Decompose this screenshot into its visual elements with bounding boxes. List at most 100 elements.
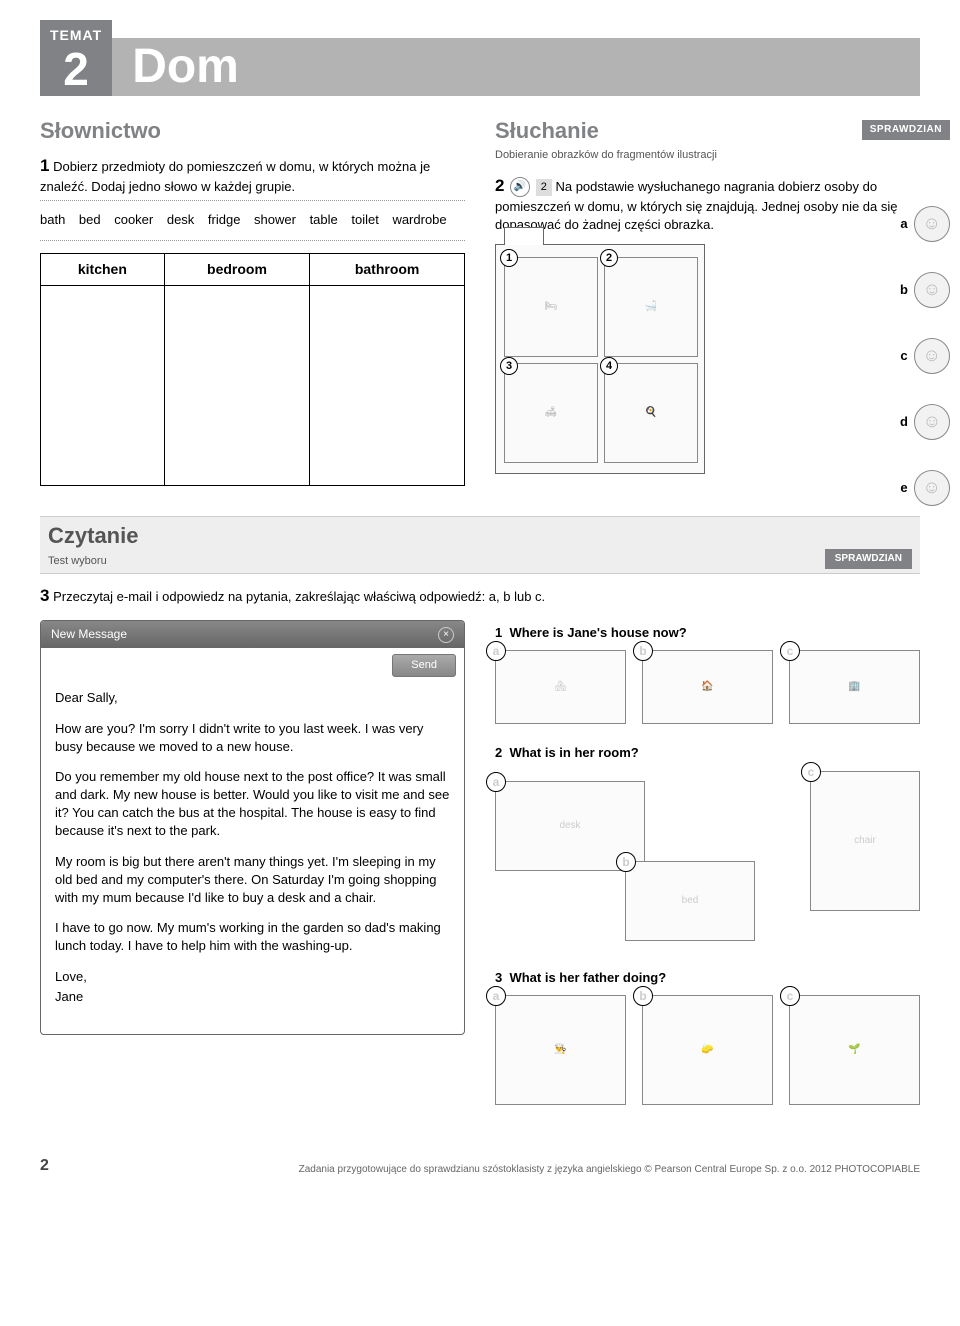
close-icon[interactable]: ×: [438, 627, 454, 643]
person-icon: ☺: [914, 272, 950, 308]
exam-badge: SPRAWDZIAN: [862, 120, 950, 140]
topic-number: 2: [50, 46, 102, 92]
col-header: bedroom: [164, 253, 309, 286]
opt-label: a: [486, 986, 506, 1006]
vocabulary-section: Słownictwo 1 Dobierz przedmioty do pomie…: [40, 116, 465, 487]
reading-title: Czytanie: [48, 521, 138, 552]
person-option[interactable]: a☺: [900, 206, 949, 242]
send-button[interactable]: Send: [392, 654, 456, 677]
person-option[interactable]: e☺: [900, 470, 949, 506]
table-cell[interactable]: [310, 286, 465, 486]
opt-label: e: [900, 479, 907, 497]
vocab-title: Słownictwo: [40, 116, 465, 147]
task-text: Dobierz przedmioty do pomieszczeń w domu…: [40, 159, 430, 194]
email-closing: Love,: [55, 968, 450, 986]
listening-subtitle: Dobieranie obrazków do fragmentów ilustr…: [495, 148, 920, 163]
audio-icon: 🔊: [510, 177, 530, 197]
copyright-text: Zadania przygotowujące do sprawdzianu sz…: [299, 1163, 920, 1177]
page-title: Dom: [112, 38, 920, 96]
reading-columns: New Message × Send Dear Sally, How are y…: [40, 620, 920, 1125]
questions-column: 1 Where is Jane's house now? 🏘a 🏠b 🏢c 2 …: [495, 620, 920, 1125]
table-cell[interactable]: [41, 286, 165, 486]
q-num: 2: [495, 745, 502, 760]
answer-option[interactable]: 🏘a: [495, 650, 626, 724]
answer-option[interactable]: 🌱c: [789, 995, 920, 1105]
task-number: 1: [40, 156, 49, 175]
person-option[interactable]: c☺: [900, 338, 949, 374]
email-greeting: Dear Sally,: [55, 689, 450, 707]
email-paragraph: Do you remember my old house next to the…: [55, 768, 450, 841]
house-illustration: 🛏 🛁 🛋 🍳 1 2 3 4: [495, 244, 705, 474]
person-icon: ☺: [914, 470, 950, 506]
options-wrap: deska bedb chairc: [495, 771, 920, 951]
room-label: 1: [500, 249, 518, 267]
reading-subtitle: Test wyboru: [48, 554, 138, 569]
opt-label: c: [900, 347, 907, 365]
question-title: 3 What is her father doing?: [495, 969, 920, 987]
email-body: Dear Sally, How are you? I'm sorry I did…: [41, 677, 464, 1034]
room-bedroom: 🛏: [504, 257, 598, 357]
opt-label: c: [801, 762, 821, 782]
room-livingroom: 🛋: [504, 363, 598, 463]
email-column: New Message × Send Dear Sally, How are y…: [40, 620, 465, 1125]
opt-label: a: [486, 772, 506, 792]
listening-title: Słuchanie: [495, 116, 920, 147]
people-options: a☺ b☺ c☺ d☺ e☺: [900, 206, 950, 506]
q-num: 3: [495, 970, 502, 985]
vocab-task: 1 Dobierz przedmioty do pomieszczeń w do…: [40, 154, 465, 196]
opt-label: c: [780, 986, 800, 1006]
dotted-rule: [40, 240, 465, 241]
answer-option[interactable]: 🏠b: [642, 650, 773, 724]
answer-option[interactable]: bedb: [625, 861, 755, 941]
dotted-rule: [40, 200, 465, 201]
email-paragraph: How are you? I'm sorry I didn't write to…: [55, 720, 450, 756]
opt-label: a: [900, 215, 907, 233]
room-kitchen: 🍳: [604, 363, 698, 463]
opt-label: b: [616, 852, 636, 872]
answer-option[interactable]: 🧽b: [642, 995, 773, 1105]
q-text: What is in her room?: [509, 745, 638, 760]
page-footer: 2 Zadania przygotowujące do sprawdzianu …: [40, 1155, 920, 1177]
person-icon: ☺: [914, 404, 950, 440]
exam-badge: SPRAWDZIAN: [825, 549, 912, 569]
answer-option[interactable]: 🏢c: [789, 650, 920, 724]
person-option[interactable]: b☺: [900, 272, 950, 308]
email-window: New Message × Send Dear Sally, How are y…: [40, 620, 465, 1035]
person-icon: ☺: [914, 206, 950, 242]
email-paragraph: My room is big but there aren't many thi…: [55, 853, 450, 908]
col-header: kitchen: [41, 253, 165, 286]
task-text: Przeczytaj e-mail i odpowiedz na pytania…: [53, 589, 545, 604]
topic-badge: TEMAT 2: [40, 20, 112, 96]
opt-label: b: [633, 986, 653, 1006]
word-bank: bath bed cooker desk fridge shower table…: [40, 205, 465, 235]
top-columns: Słownictwo 1 Dobierz przedmioty do pomie…: [40, 116, 920, 487]
listening-section: SPRAWDZIAN Słuchanie Dobieranie obrazków…: [495, 116, 920, 487]
person-option[interactable]: d☺: [900, 404, 950, 440]
rooms-table: kitchen bedroom bathroom: [40, 253, 465, 487]
q-text: What is her father doing?: [509, 970, 666, 985]
task-text: Na podstawie wysłuchanego nagrania dobie…: [495, 179, 898, 232]
email-title: New Message: [51, 626, 127, 643]
question-title: 2 What is in her room?: [495, 744, 920, 762]
opt-label: b: [633, 641, 653, 661]
answer-option[interactable]: 👨‍🍳a: [495, 995, 626, 1105]
email-paragraph: I have to go now. My mum's working in th…: [55, 919, 450, 955]
person-icon: ☺: [914, 338, 950, 374]
page-header: TEMAT 2 Dom: [40, 20, 920, 96]
table-cell[interactable]: [164, 286, 309, 486]
col-header: bathroom: [310, 253, 465, 286]
opt-label: b: [900, 281, 908, 299]
room-label: 3: [500, 357, 518, 375]
reading-header: Czytanie Test wyboru SPRAWDZIAN: [40, 516, 920, 574]
opt-label: d: [900, 413, 908, 431]
question-title: 1 Where is Jane's house now?: [495, 624, 920, 642]
task-number: 2: [495, 176, 504, 195]
reading-task: 3 Przeczytaj e-mail i odpowiedz na pytan…: [40, 584, 920, 608]
page-number: 2: [40, 1155, 49, 1177]
options-row: 🏘a 🏠b 🏢c: [495, 650, 920, 724]
q-num: 1: [495, 625, 502, 640]
room-label: 2: [600, 249, 618, 267]
answer-option[interactable]: chairc: [810, 771, 920, 911]
room-bathroom: 🛁: [604, 257, 698, 357]
opt-label: a: [486, 641, 506, 661]
